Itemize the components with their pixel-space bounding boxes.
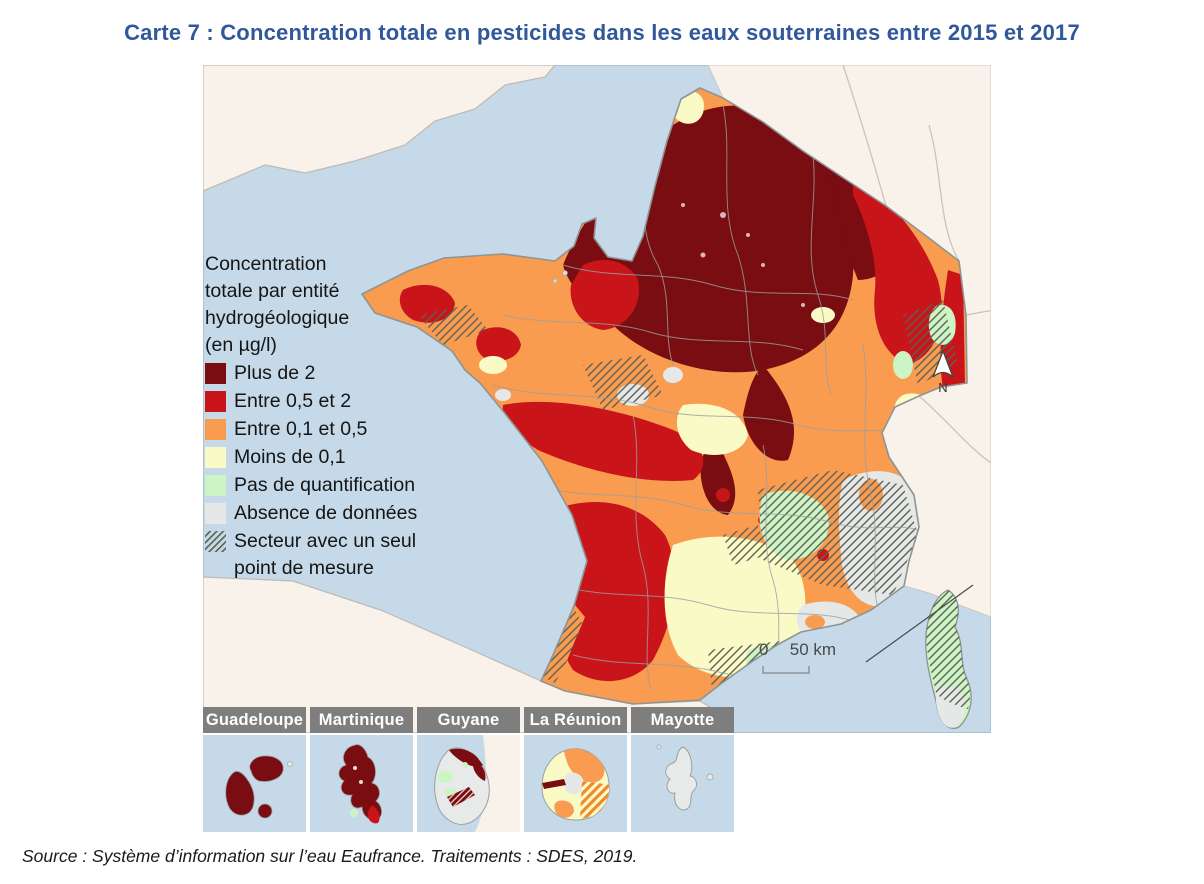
inset-header: La Réunion — [524, 707, 627, 733]
north-arrow: N — [927, 349, 959, 394]
north-label: N — [938, 380, 948, 395]
legend-item: Entre 0,1 et 0,5 — [205, 416, 461, 443]
scale-bracket — [762, 666, 810, 674]
channel-island — [552, 278, 558, 284]
legend-item: Entre 0,5 et 2 — [205, 388, 461, 415]
france-choropleth-map — [203, 65, 991, 733]
legend-swatch-entre-01-05 — [205, 419, 226, 440]
legend-item: Moins de 0,1 — [205, 444, 461, 471]
figure-title: Carte 7 : Concentration totale en pestic… — [124, 20, 1080, 45]
map-panel: Concentration totale par entité hydrogéo… — [203, 65, 991, 733]
england-landmass — [203, 65, 556, 192]
legend-swatch-plus-de-2 — [205, 363, 226, 384]
legend-item: Absence de données — [205, 500, 461, 527]
corsica-island — [925, 589, 972, 729]
scale-bar: 0 50 km — [759, 640, 836, 680]
legend-item: Secteur avec un seul point de mesure — [205, 528, 461, 582]
inset-mayotte: Mayotte — [631, 707, 734, 832]
leader-line — [865, 584, 974, 663]
inset-la-reunion: La Réunion — [524, 707, 627, 832]
legend-item: Pas de quantification — [205, 472, 461, 499]
legend-swatch-absence-donnees — [205, 503, 226, 524]
inset-martinique: Martinique — [310, 707, 413, 832]
source-caption: Source : Système d’information sur l’eau… — [22, 846, 638, 866]
inset-header: Mayotte — [631, 707, 734, 733]
north-arrow-icon — [932, 349, 954, 378]
inset-header: Guadeloupe — [203, 707, 306, 733]
foreign-borders — [842, 65, 991, 464]
inset-guyane: Guyane — [417, 707, 520, 832]
inset-map-martinique — [310, 735, 413, 832]
inset-map-guyane — [417, 735, 520, 832]
inset-header: Martinique — [310, 707, 413, 733]
legend-swatch-hatch-single-measure — [205, 531, 226, 552]
neighbour-countries — [203, 65, 991, 733]
inset-map-guadeloupe — [203, 735, 306, 832]
scale-labels: 0 50 km — [759, 640, 837, 659]
department-borders — [492, 104, 919, 691]
legend-title: Concentration totale par entité hydrogéo… — [205, 253, 350, 356]
inset-guadeloupe: Guadeloupe — [203, 707, 306, 832]
inset-map-la-reunion — [524, 735, 627, 832]
inset-header: Guyane — [417, 707, 520, 733]
legend-swatch-pas-quantification — [205, 475, 226, 496]
overseas-insets: Guadeloupe Martinique — [203, 707, 734, 832]
legend-swatch-moins-01 — [205, 447, 226, 468]
channel-island — [562, 270, 568, 276]
legend-swatch-entre-05-2 — [205, 391, 226, 412]
legend-item: Plus de 2 — [205, 360, 461, 387]
inset-map-mayotte — [631, 735, 734, 832]
urban-speckles — [681, 203, 805, 307]
map-legend: Concentration totale par entité hydrogéo… — [205, 251, 461, 582]
